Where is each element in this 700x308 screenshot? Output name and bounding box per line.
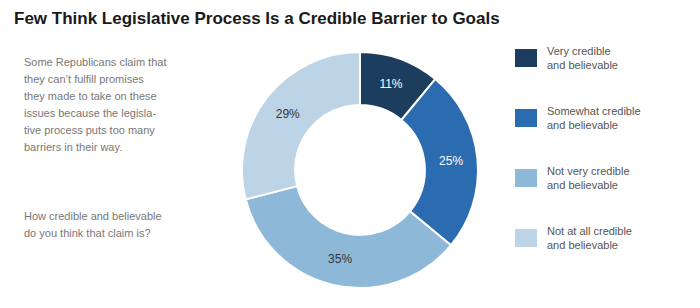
pie — [242, 52, 478, 288]
annotation-line: they can’t fulfill promises — [24, 73, 144, 85]
legend-label: Very credible and believable — [547, 45, 618, 71]
annotation-line: tive process puts too many — [24, 124, 155, 136]
legend-label-line: and believable — [547, 179, 618, 191]
legend-label-line: and believable — [547, 239, 618, 251]
legend-swatch — [515, 169, 537, 187]
annotation-line: How credible and believable — [24, 210, 162, 222]
chart-svg: Few Think Legislative Process Is a Credi… — [0, 0, 700, 308]
annotation-line: barriers in their way. — [24, 141, 122, 153]
slice — [246, 186, 451, 288]
annotation: How credible and believable do you think … — [24, 210, 162, 239]
data-label: 11% — [379, 77, 402, 91]
slice — [242, 52, 360, 199]
legend-label-line: Somewhat credible — [547, 105, 641, 117]
data-labels: 11% 25% 35% 29% — [276, 77, 464, 266]
legend: Very credibleand believableSomewhat cred… — [515, 45, 641, 251]
annotation-line: Some Republicans claim that — [24, 56, 166, 68]
legend-label-line: Not very credible — [547, 165, 630, 177]
annotation: Some Republicans claim that they can’t fu… — [24, 56, 166, 153]
legend-label-line: Not at all credible — [547, 225, 632, 237]
annotation-line: they made to take on these — [24, 90, 157, 102]
legend-swatch — [515, 109, 537, 127]
title: Few Think Legislative Process Is a Credi… — [14, 9, 500, 28]
annotation-line: issues because the legisla- — [24, 107, 156, 119]
legend-swatch — [515, 49, 537, 67]
legend-label-line: and believable — [547, 59, 618, 71]
legend-label-line: and believable — [547, 119, 618, 131]
legend-label: Somewhat credible and believable — [547, 105, 641, 131]
legend-label: Not very credible and believable — [547, 165, 630, 191]
legend-label: Not at all credible and believable — [547, 225, 632, 251]
annotation-line: do you think that claim is? — [24, 227, 151, 239]
data-label: 35% — [328, 252, 352, 266]
legend-label-line: Very credible — [547, 45, 611, 57]
data-label: 25% — [439, 154, 463, 168]
data-label: 29% — [276, 107, 300, 121]
legend-swatch — [515, 229, 537, 247]
